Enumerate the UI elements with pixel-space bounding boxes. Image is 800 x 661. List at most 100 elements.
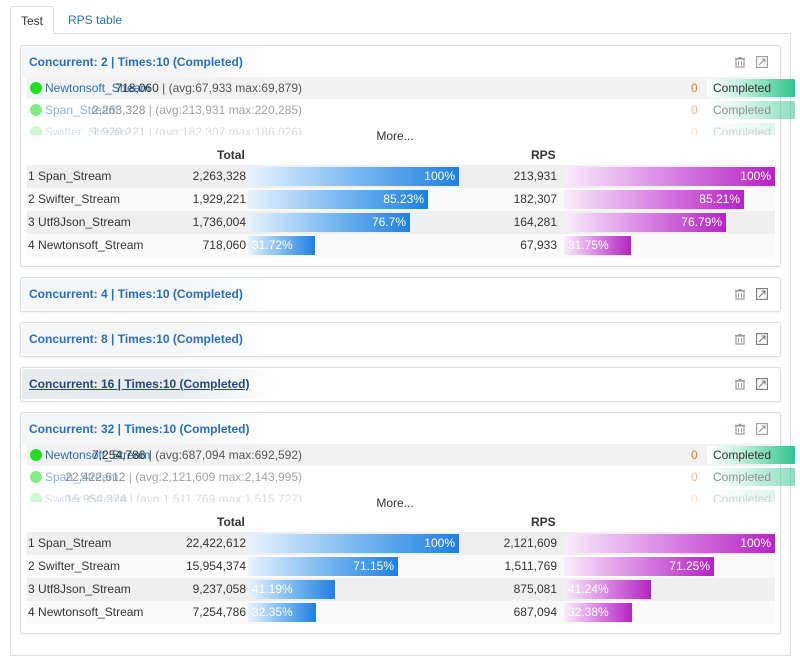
test-card-concurrent-16: Concurrent: 16 | Times:10 (Completed) bbox=[20, 367, 781, 402]
tab-rps-table[interactable]: RPS table bbox=[68, 13, 123, 27]
status-badge: Completed bbox=[707, 101, 795, 119]
error-count: 0 bbox=[691, 103, 698, 117]
trash-icon[interactable] bbox=[734, 333, 746, 345]
ranking-row: 1 Span_Stream 22,422,612 100% 2,121,609 … bbox=[27, 532, 775, 555]
trash-icon[interactable] bbox=[734, 378, 746, 390]
rps-bar: 100% bbox=[564, 167, 775, 186]
stream-row: Newtonsoft_Stream 7,254,786 | (avg:687,0… bbox=[27, 444, 795, 466]
rank-rps: 213,931 bbox=[513, 169, 557, 183]
expand-icon[interactable] bbox=[756, 333, 768, 345]
tab-content-panel bbox=[10, 34, 791, 656]
stream-stats: | (avg:213,931 max:220,285) bbox=[145, 103, 302, 117]
card-title[interactable]: Concurrent: 2 | Times:10 (Completed) bbox=[29, 55, 243, 69]
rps-bar: 100% bbox=[564, 534, 775, 553]
error-count: 0 bbox=[691, 448, 698, 462]
expand-icon[interactable] bbox=[756, 423, 768, 435]
trash-icon[interactable] bbox=[734, 288, 746, 300]
more-link[interactable]: More... bbox=[376, 496, 414, 510]
card-header[interactable]: Concurrent: 8 | Times:10 (Completed) bbox=[21, 323, 780, 355]
stream-total: 22,422,612 bbox=[65, 470, 126, 484]
rps-bar: 41.24% bbox=[564, 580, 651, 599]
rank-total: 1,736,004 bbox=[192, 215, 246, 229]
rank-name: Span_Stream bbox=[38, 169, 112, 183]
rank-number: 1 bbox=[28, 536, 35, 550]
rps-column-header: RPS bbox=[531, 148, 556, 162]
trash-icon[interactable] bbox=[734, 423, 746, 435]
stream-total: 15,954,374 bbox=[66, 492, 127, 502]
test-card-concurrent-4: Concurrent: 4 | Times:10 (Completed) bbox=[20, 277, 781, 312]
test-card-concurrent-32: Concurrent: 32 | Times:10 (Completed) Ne… bbox=[20, 412, 795, 634]
rank-total: 2,263,328 bbox=[192, 169, 246, 183]
expand-icon[interactable] bbox=[756, 288, 768, 300]
stream-stats: | (avg:1,511,769 max:1,515,727) bbox=[126, 492, 302, 502]
stream-name-link[interactable]: Newtonsoft_Stream bbox=[45, 448, 151, 462]
card-title[interactable]: Concurrent: 16 | Times:10 (Completed) bbox=[29, 377, 250, 391]
rps-bar: 31.75% bbox=[564, 236, 631, 255]
rank-total: 9,237,058 bbox=[192, 582, 246, 596]
stream-row: Swifter_Stream 1,929,221 | (avg:182,307 … bbox=[27, 121, 775, 135]
error-count: 0 bbox=[691, 125, 698, 135]
stream-row: Span_Stream 22,422,612 | (avg:2,121,609 … bbox=[27, 466, 795, 488]
status-dot-icon bbox=[30, 471, 42, 483]
card-title[interactable]: Concurrent: 32 | Times:10 (Completed) bbox=[29, 422, 250, 436]
card-header[interactable]: Concurrent: 4 | Times:10 (Completed) bbox=[21, 278, 780, 310]
tab-test[interactable]: Test bbox=[10, 6, 55, 34]
stream-stats: | (avg:182,307 max:186,026) bbox=[145, 125, 302, 135]
rps-bar: 76.79% bbox=[564, 213, 726, 232]
total-bar: 41.19% bbox=[248, 580, 335, 599]
expand-icon[interactable] bbox=[756, 56, 768, 68]
rank-rps: 182,307 bbox=[513, 192, 557, 206]
rank-number: 3 bbox=[28, 215, 35, 229]
ranking-row: 2 Swifter_Stream 1,929,221 85.23% 182,30… bbox=[27, 188, 775, 211]
stream-row: Span_Stream 2,263,328 | (avg:213,931 max… bbox=[27, 99, 795, 121]
stream-name-link[interactable]: Span_Stream bbox=[45, 470, 119, 484]
card-header[interactable]: Concurrent: 2 | Times:10 (Completed) bbox=[21, 46, 780, 78]
rank-name: Swifter_Stream bbox=[38, 559, 121, 573]
rank-number: 4 bbox=[28, 605, 35, 619]
rank-name: Utf8Json_Stream bbox=[38, 582, 131, 596]
card-header[interactable]: Concurrent: 16 | Times:10 (Completed) bbox=[21, 368, 780, 400]
total-bar: 31.72% bbox=[248, 236, 315, 255]
stream-name-link[interactable]: Newtonsoft_Stream bbox=[45, 81, 151, 95]
stream-total: 1,929,221 bbox=[92, 125, 146, 135]
stream-name-link[interactable]: Span_Stream bbox=[45, 103, 119, 117]
rank-number: 4 bbox=[28, 238, 35, 252]
rank-name: Swifter_Stream bbox=[38, 192, 121, 206]
rank-rps: 1,511,769 bbox=[504, 559, 558, 573]
status-dot-icon bbox=[30, 449, 42, 461]
total-bar: 76.7% bbox=[248, 213, 410, 232]
rank-total: 15,954,374 bbox=[185, 559, 246, 573]
error-count: 0 bbox=[691, 492, 698, 502]
rank-name: Span_Stream bbox=[38, 536, 112, 550]
status-badge: Completed bbox=[707, 123, 775, 135]
more-link[interactable]: More... bbox=[376, 129, 414, 143]
rank-rps: 687,094 bbox=[513, 605, 557, 619]
total-bar: 32.35% bbox=[248, 603, 316, 622]
ranking-row: 4 Newtonsoft_Stream 718,060 31.72% 67,93… bbox=[27, 234, 775, 257]
stream-total: 718,060 bbox=[115, 81, 159, 95]
rank-rps: 164,281 bbox=[513, 215, 557, 229]
stream-name-link[interactable]: Swifter_Stream bbox=[45, 492, 128, 502]
stream-total: 2,263,328 bbox=[92, 103, 146, 117]
ranking-row: 1 Span_Stream 2,263,328 100% 213,931 100… bbox=[27, 165, 775, 188]
status-dot-icon bbox=[30, 126, 42, 135]
card-title[interactable]: Concurrent: 8 | Times:10 (Completed) bbox=[29, 332, 243, 346]
ranking-row: 2 Swifter_Stream 15,954,374 71.15% 1,511… bbox=[27, 555, 775, 578]
rank-rps: 2,121,609 bbox=[503, 536, 557, 550]
stream-name-link[interactable]: Swifter_Stream bbox=[45, 125, 128, 135]
trash-icon[interactable] bbox=[734, 56, 746, 68]
total-column-header: Total bbox=[217, 515, 245, 529]
rank-name: Newtonsoft_Stream bbox=[38, 605, 144, 619]
rank-number: 3 bbox=[28, 582, 35, 596]
card-header[interactable]: Concurrent: 32 | Times:10 (Completed) bbox=[21, 413, 780, 445]
rank-name: Utf8Json_Stream bbox=[38, 215, 131, 229]
stream-stats: | (avg:67,933 max:69,879) bbox=[158, 81, 302, 95]
status-badge: Completed bbox=[707, 446, 795, 464]
status-badge: Completed bbox=[707, 468, 795, 486]
expand-icon[interactable] bbox=[756, 378, 768, 390]
rps-bar: 85.21% bbox=[564, 190, 744, 209]
card-title[interactable]: Concurrent: 4 | Times:10 (Completed) bbox=[29, 287, 243, 301]
status-dot-icon bbox=[30, 104, 42, 116]
total-bar: 71.15% bbox=[248, 557, 398, 576]
rps-bar: 32.38% bbox=[564, 603, 632, 622]
